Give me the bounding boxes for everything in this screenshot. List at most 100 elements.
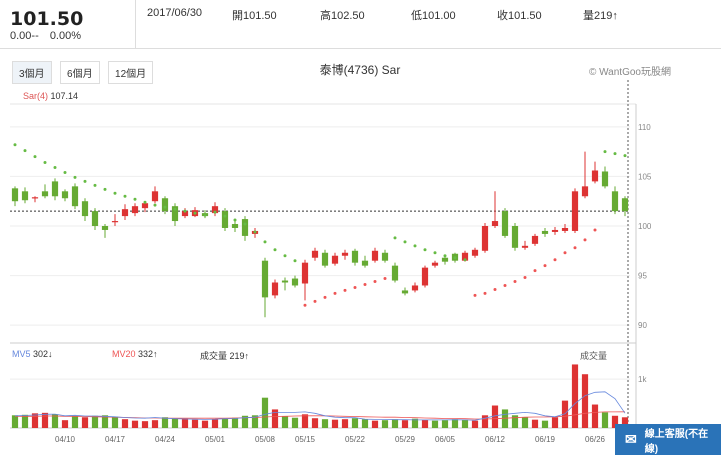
- x-tick-label: 04/17: [105, 435, 126, 444]
- sar-dot: [374, 280, 377, 283]
- sar-dot: [314, 300, 317, 303]
- sar-dot: [214, 211, 217, 214]
- volume-bar: [602, 412, 608, 428]
- sar-dot: [514, 280, 517, 283]
- volume-bar: [112, 417, 118, 428]
- candle-body: [72, 186, 78, 206]
- x-tick-label: 05/22: [345, 435, 366, 444]
- volume-bar: [42, 413, 48, 428]
- sar-dot: [394, 236, 397, 239]
- candle-body: [52, 181, 58, 196]
- sar-dot: [574, 246, 577, 249]
- candle-body: [122, 209, 128, 216]
- candle-body: [242, 219, 248, 236]
- sar-dot: [154, 204, 157, 207]
- volume-bar: [482, 415, 488, 428]
- sar-dot: [244, 223, 247, 226]
- candle-body: [502, 211, 508, 236]
- price-tick-label: 100: [638, 222, 652, 231]
- candle-body: [142, 203, 148, 208]
- candle-body: [512, 226, 518, 248]
- sar-dot: [624, 154, 627, 157]
- candle-body: [272, 283, 278, 296]
- candle-body: [332, 256, 338, 264]
- volume-bar: [522, 417, 528, 428]
- price-tick-label: 90: [638, 321, 647, 330]
- volume-bar: [502, 409, 508, 428]
- candle-body: [312, 251, 318, 258]
- sar-dot: [334, 292, 337, 295]
- x-tick-label: 04/24: [155, 435, 176, 444]
- price-tick-label: 95: [638, 272, 647, 281]
- x-tick-label: 04/10: [55, 435, 76, 444]
- candle-body: [342, 253, 348, 256]
- volume-bar: [492, 406, 498, 428]
- sar-dot: [134, 198, 137, 201]
- sar-dot: [324, 296, 327, 299]
- candle-body: [132, 206, 138, 213]
- sar-dot: [184, 210, 187, 213]
- candle-body: [12, 188, 18, 201]
- livechat-button[interactable]: ✉ 線上客服(不在線): [615, 424, 721, 455]
- volume-bar: [372, 421, 378, 428]
- volume-bar: [572, 364, 578, 428]
- volume-bar: [92, 416, 98, 428]
- sar-dot: [354, 286, 357, 289]
- volume-bar: [222, 418, 228, 428]
- candle-body: [382, 253, 388, 261]
- volume-bar: [402, 420, 408, 428]
- sar-dot: [274, 248, 277, 251]
- volume-bar: [312, 418, 318, 428]
- sar-dot: [604, 150, 607, 153]
- volume-bar: [152, 420, 158, 428]
- candle-body: [162, 198, 168, 211]
- candle-body: [32, 197, 38, 198]
- candle-body: [262, 261, 268, 298]
- volume-bar: [82, 417, 88, 428]
- sar-dot: [484, 292, 487, 295]
- sar-dot: [384, 277, 387, 280]
- sar-dot: [54, 166, 57, 169]
- livechat-label: 線上客服(不在線): [645, 425, 721, 455]
- candle-body: [322, 253, 328, 266]
- volume-bar: [162, 417, 168, 428]
- sar-dot: [364, 283, 367, 286]
- candle-body: [92, 211, 98, 226]
- volume-bar: [352, 418, 358, 428]
- sar-dot: [14, 143, 17, 146]
- candle-body: [422, 268, 428, 286]
- candle-body: [592, 170, 598, 181]
- price-tick-label: 110: [638, 123, 651, 132]
- volume-bar: [342, 419, 348, 428]
- sar-dot: [204, 214, 207, 217]
- sar-dot: [474, 294, 477, 297]
- volume-bar: [302, 414, 308, 428]
- candle-body: [152, 191, 158, 201]
- candle-body: [232, 224, 238, 228]
- x-tick-label: 06/05: [435, 435, 456, 444]
- candle-body: [22, 191, 28, 200]
- sar-dot: [144, 201, 147, 204]
- sar-dot: [104, 188, 107, 191]
- candle-body: [492, 221, 498, 226]
- sar-dot: [124, 195, 127, 198]
- candle-body: [432, 263, 438, 266]
- candle-body: [302, 263, 308, 284]
- candle-body: [482, 226, 488, 251]
- sar-dot: [114, 192, 117, 195]
- candle-body: [292, 279, 298, 286]
- volume-bar: [32, 413, 38, 428]
- volume-bar: [12, 415, 18, 428]
- sar-dot: [64, 171, 67, 174]
- candle-body: [532, 236, 538, 244]
- volume-bar: [552, 417, 558, 428]
- sar-dot: [194, 212, 197, 215]
- candle-body: [42, 191, 48, 196]
- volume-bar: [322, 419, 328, 428]
- sar-dot: [524, 276, 527, 279]
- x-tick-label: 06/12: [485, 435, 506, 444]
- candle-body: [602, 171, 608, 186]
- candle-body: [542, 231, 548, 234]
- candle-body: [82, 201, 88, 216]
